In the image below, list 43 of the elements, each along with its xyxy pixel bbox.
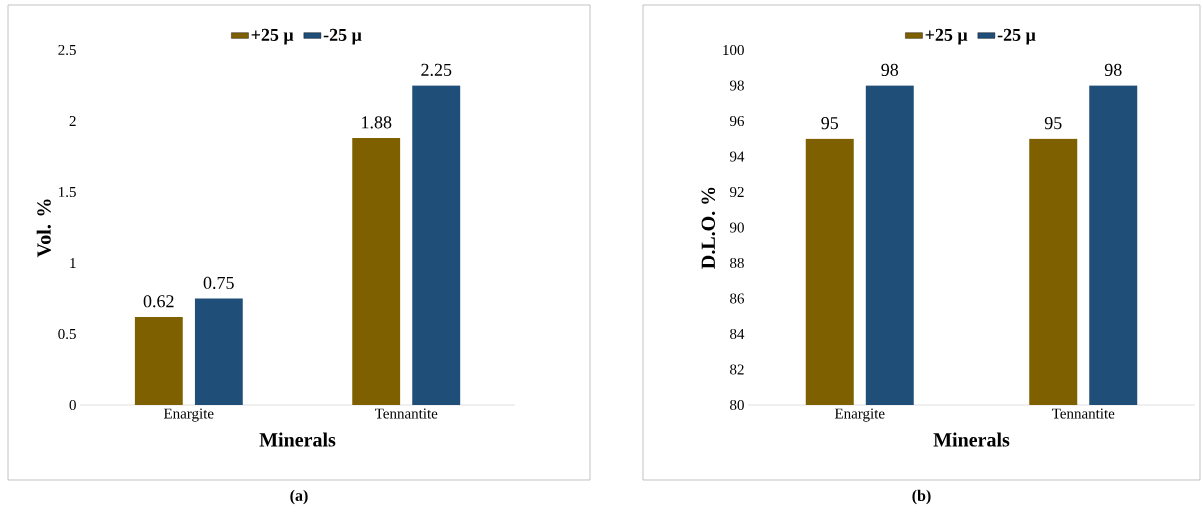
- data-label: 0.62: [143, 295, 174, 308]
- bar: [194, 298, 243, 405]
- legend-label: +25 μ: [925, 28, 968, 45]
- y-tick-label: 96: [729, 115, 745, 127]
- y-tick-label: 0.5: [58, 328, 76, 340]
- y-tick-label: 88: [730, 257, 744, 269]
- legend-label: -25 μ: [323, 28, 362, 45]
- y-tick-label: 94: [729, 151, 745, 162]
- bar: [134, 316, 183, 405]
- x-tick-label: Enargite: [834, 408, 885, 422]
- data-label: 1.88: [362, 116, 392, 129]
- y-axis-title: D.L.O. %: [701, 187, 716, 269]
- y-tick-label: 0: [69, 399, 76, 411]
- bar: [412, 85, 461, 405]
- x-axis-title: Minerals: [933, 432, 1010, 447]
- data-label: 98: [1104, 63, 1122, 76]
- x-tick-label: Enargite: [163, 408, 214, 422]
- y-tick-label: 2.5: [58, 44, 76, 56]
- x-tick-label: Tennantite: [374, 408, 438, 419]
- y-axis-title: Vol. %: [36, 199, 51, 258]
- data-label: 2.25: [421, 63, 452, 76]
- y-tick-label: 82: [730, 364, 744, 375]
- y-tick-label: 86: [730, 293, 745, 304]
- y-tick-label: 2: [69, 116, 76, 126]
- y-tick-label: 1.5: [59, 186, 76, 198]
- y-tick-label: 98: [729, 80, 744, 91]
- text: (b): [912, 489, 931, 505]
- y-tick-label: 92: [729, 186, 744, 198]
- data-label: 95: [821, 117, 839, 130]
- y-tick-label: 100: [723, 44, 744, 56]
- data-label: 95: [1044, 117, 1062, 130]
- y-tick-label: 80: [730, 399, 744, 411]
- legend-label: -25 μ: [997, 28, 1036, 45]
- bar: [352, 138, 401, 405]
- x-tick-label: Tennantite: [1051, 408, 1115, 419]
- data-label: 0.75: [203, 276, 234, 289]
- data-label: 98: [881, 63, 899, 76]
- text: (a): [290, 489, 308, 505]
- y-tick-label: 90: [729, 222, 744, 233]
- x-axis-title: Minerals: [259, 432, 336, 447]
- y-tick-label: 84: [730, 328, 745, 340]
- legend-label: +25 μ: [251, 28, 294, 45]
- y-tick-label: 1: [70, 258, 76, 268]
